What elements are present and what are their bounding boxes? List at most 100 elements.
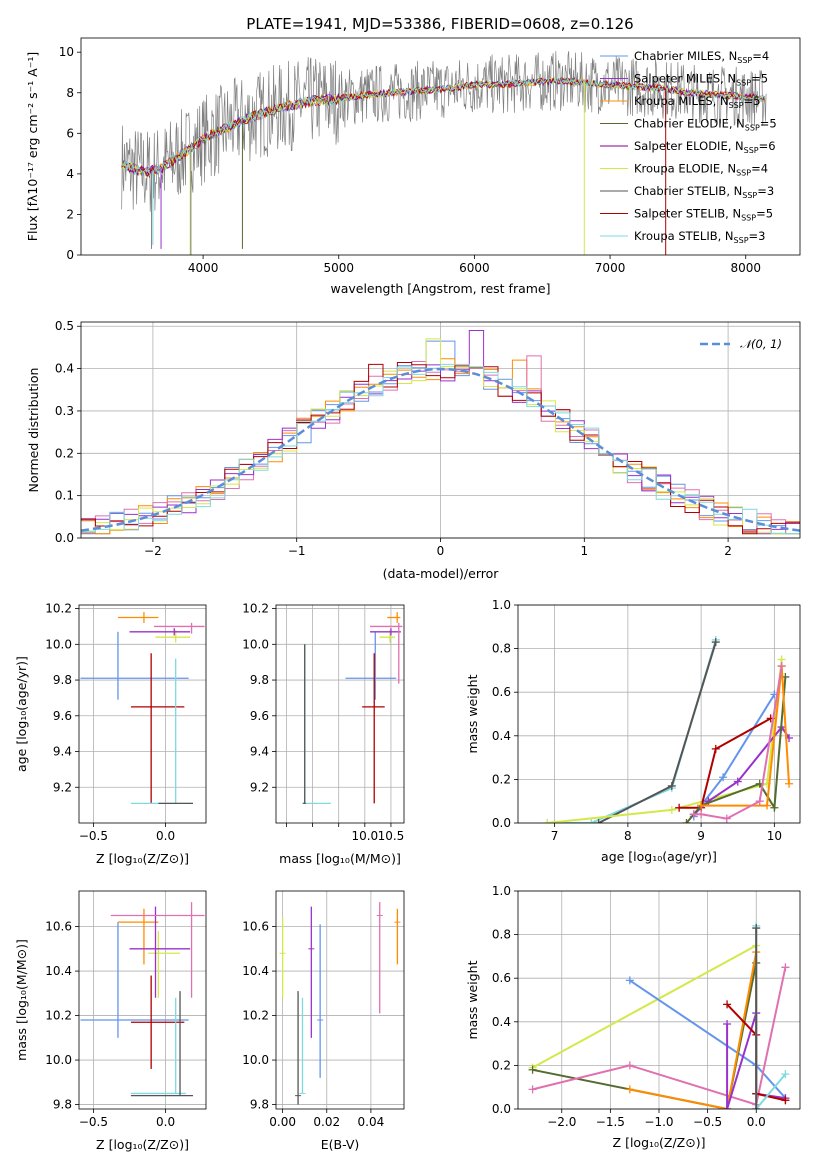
- spectrum-ytick-label: 6: [66, 126, 74, 140]
- weight-series-marker: [625, 1061, 634, 1070]
- legend-entry: Salpeter MILES, NSSP=5: [634, 72, 768, 88]
- weight-series-marker: [587, 819, 596, 823]
- weight-series-line: [692, 693, 776, 818]
- mass-vs-Z-ylabel: mass [log₁₀(M/M⊙)]: [14, 939, 29, 1061]
- mass-vs-Z-xtick-label: −0.5: [79, 1115, 108, 1129]
- residuals-plot-area: [81, 330, 800, 535]
- weight-series-line: [532, 967, 787, 1106]
- residuals-ytick-label: 0.3: [55, 404, 74, 418]
- mass-vs-Z-ytick-label: 10.4: [45, 964, 72, 978]
- spectrum-ytick-label: 10: [59, 45, 74, 59]
- age-vs-mass-ytick-label: 10.0: [242, 637, 269, 651]
- weight-vs-age-xlabel: age [log₁₀(age/yr)]: [601, 849, 717, 864]
- weight-series-marker: [711, 744, 720, 753]
- weight-vs-age-ytick-label: 0.0: [492, 816, 511, 830]
- weight-series-line: [598, 641, 717, 823]
- legend-tail: =3: [757, 184, 774, 198]
- age-vs-mass-ytick-label: 9.8: [250, 673, 269, 687]
- residuals-ytick-label: 0.5: [55, 319, 74, 333]
- histogram-series: [81, 330, 800, 535]
- weight-vs-age-frame: [517, 604, 801, 824]
- weight-series-marker: [689, 810, 698, 819]
- weight-vs-Z-ytick-label: 0.0: [492, 1102, 511, 1116]
- weight-series-marker: [723, 1019, 732, 1028]
- weight-series-line: [547, 659, 783, 823]
- spectrum-model-line: [121, 76, 766, 177]
- weight-vs-age-ytick-label: 0.2: [492, 772, 511, 786]
- weight-vs-age-ytick-label: 0.6: [492, 685, 511, 699]
- age-vs-Z-plot-area: [80, 612, 205, 804]
- age-vs-mass-xlabel: mass [log₁₀(M/M⊙)]: [279, 851, 401, 866]
- legend-subscript: SSP: [736, 169, 751, 178]
- weight-vs-Z-ytick-label: 1.0: [492, 884, 511, 898]
- age-vs-Z-xlabel: Z [log₁₀(Z/Z⊙)]: [96, 851, 189, 866]
- weight-series-marker: [752, 1105, 761, 1109]
- weight-vs-age-ytick-label: 1.0: [492, 598, 511, 612]
- weight-series-marker: [723, 1000, 732, 1009]
- weight-series-line: [679, 717, 772, 809]
- spectrum-xtick-label: 4000: [188, 261, 219, 275]
- spectrum-plot-area: [121, 51, 767, 255]
- legend-tail: =4: [752, 49, 769, 63]
- weight-series-marker: [543, 819, 552, 823]
- weight-series-line: [532, 962, 758, 1109]
- weight-series-line: [532, 944, 757, 1069]
- weight-series-marker: [763, 801, 772, 810]
- age-vs-Z-xtick-label: 0.0: [156, 829, 175, 843]
- legend-tail: =4: [751, 162, 768, 176]
- mass-vs-Z-plot-area: [80, 902, 205, 1097]
- spectrum-xtick-label: 7000: [595, 261, 626, 275]
- legend-subscript: SSP: [741, 214, 756, 223]
- weight-vs-Z-ylabel: mass weight: [465, 960, 480, 1039]
- mass-vs-EBV-ytick-label: 10.2: [242, 1009, 269, 1023]
- histogram-series: [81, 362, 800, 535]
- weight-vs-Z-xtick-label: −0.5: [693, 1115, 722, 1129]
- weight-vs-Z-xlabel: Z [log₁₀(Z/Z⊙)]: [613, 1135, 706, 1150]
- weight-series-marker: [719, 773, 728, 782]
- residuals-ylabel: Normed distribution: [26, 368, 41, 493]
- age-vs-Z-ytick-label: 9.2: [53, 780, 72, 794]
- weight-series-marker: [785, 779, 794, 788]
- weight-vs-age-ylabel: mass weight: [465, 674, 480, 753]
- weight-series-marker: [667, 781, 676, 790]
- age-vs-Z-ytick-label: 10.0: [45, 637, 72, 651]
- spectrum-frame: [80, 37, 801, 256]
- spectrum-model-line: [121, 76, 766, 177]
- weight-vs-Z-xtick-label: 0.0: [747, 1115, 766, 1129]
- mass-vs-Z-ytick-label: 9.8: [53, 1098, 72, 1112]
- weight-series-marker: [667, 805, 676, 814]
- spectrum-ytick-label: 4: [66, 167, 74, 181]
- age-vs-mass-ytick-label: 9.2: [250, 780, 269, 794]
- legend-tail: =5: [744, 94, 761, 108]
- weight-vs-age-plot-area: [543, 635, 794, 823]
- weight-series-marker: [722, 814, 731, 823]
- residuals-xlabel: (data-model)/error: [383, 566, 500, 581]
- mass-vs-Z-ytick-label: 10.6: [45, 920, 72, 934]
- legend-subscript: SSP: [745, 124, 760, 133]
- weight-series-marker: [777, 662, 786, 671]
- spectrum-xtick-label: 8000: [730, 261, 761, 275]
- mass-vs-Z-xlabel: Z [log₁₀(Z/Z⊙)]: [96, 1137, 189, 1152]
- legend-entry: Kroupa STELIB, NSSP=3: [634, 229, 765, 245]
- legend-subscript: SSP: [736, 79, 751, 88]
- mass-vs-EBV-xtick-label: 0.04: [358, 1115, 385, 1129]
- age-vs-mass-ytick-label: 9.4: [250, 745, 269, 759]
- weight-series-marker: [711, 638, 720, 647]
- weight-series-marker: [625, 976, 634, 985]
- mass-vs-EBV-xtick-label: 0.02: [313, 1115, 340, 1129]
- mass-vs-Z-xtick-label: 0.0: [156, 1115, 175, 1129]
- gaussian-curve: [81, 367, 800, 532]
- age-vs-Z-ylabel: age [log₁₀(age/yr)]: [14, 656, 29, 772]
- weight-series-marker: [723, 1105, 732, 1109]
- spectrum-ytick-label: 8: [66, 86, 74, 100]
- weight-vs-age-xtick-label: 7: [551, 829, 559, 843]
- weight-series-marker: [755, 797, 764, 806]
- weight-series-line: [547, 639, 717, 823]
- residuals-xtick-label: −1: [288, 544, 306, 558]
- mass-vs-EBV-ytick-label: 10.6: [242, 920, 269, 934]
- weight-vs-Z-plot-area: [528, 921, 790, 1109]
- age-vs-mass-plot-area: [302, 612, 403, 804]
- mass-vs-EBV-ytick-label: 9.8: [250, 1098, 269, 1112]
- age-vs-Z-ytick-label: 9.6: [53, 709, 72, 723]
- weight-vs-Z-frame: [517, 890, 801, 1110]
